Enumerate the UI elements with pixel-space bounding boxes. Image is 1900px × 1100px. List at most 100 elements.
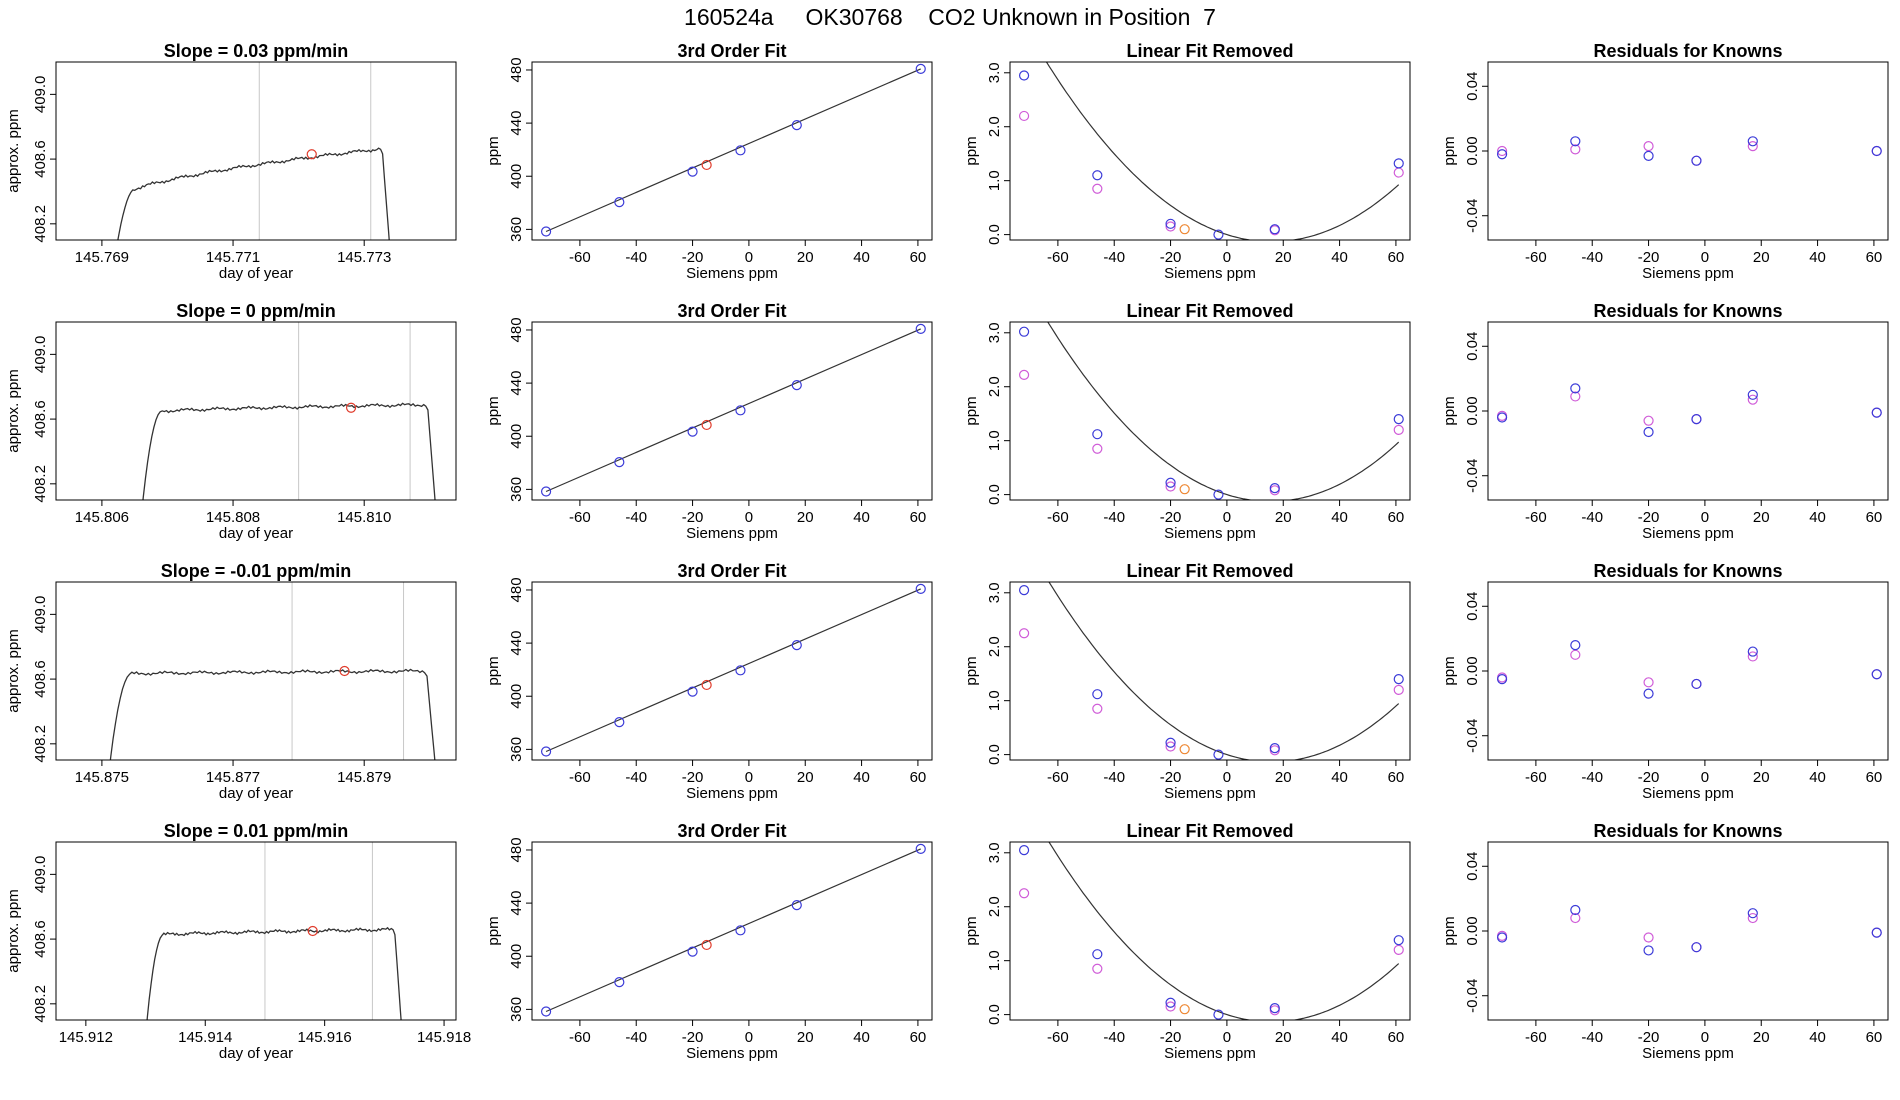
known-standard-point bbox=[1570, 640, 1581, 651]
known-standard-point bbox=[1747, 136, 1758, 147]
panel-title: Slope = 0.03 ppm/min bbox=[164, 41, 349, 61]
known-standard-point bbox=[1393, 158, 1404, 169]
plot-frame bbox=[1487, 841, 1889, 1021]
known-standard-point bbox=[1269, 1003, 1280, 1014]
x-tick-label: 0 bbox=[1701, 249, 1709, 266]
fit-line bbox=[545, 588, 921, 753]
y-tick-label: 0.00 bbox=[1464, 656, 1481, 685]
known-standard-point bbox=[1496, 412, 1508, 423]
y-tick-label: 0.04 bbox=[1464, 592, 1481, 621]
x-tick-label: -40 bbox=[1581, 1029, 1603, 1046]
fit-line bbox=[545, 68, 921, 233]
y-tick-label: 360 bbox=[508, 737, 525, 762]
known-standard-point bbox=[540, 226, 552, 237]
x-axis-label: Siemens ppm bbox=[1642, 1045, 1734, 1062]
x-tick-label: 145.806 bbox=[75, 509, 129, 526]
y-tick-label: 400 bbox=[508, 684, 525, 709]
plot-frame bbox=[55, 581, 457, 761]
plot-frame bbox=[1009, 321, 1411, 501]
y-axis-label: ppm bbox=[485, 396, 502, 425]
y-tick-label: 360 bbox=[508, 997, 525, 1022]
previous-standard-point bbox=[1570, 391, 1581, 402]
x-axis-label: Siemens ppm bbox=[1642, 525, 1734, 542]
y-tick-label: 0.0 bbox=[986, 224, 1003, 245]
known-standard-point bbox=[614, 197, 625, 208]
known-standard-point bbox=[1643, 426, 1654, 438]
x-tick-label: 145.808 bbox=[206, 509, 260, 526]
y-axis-label: ppm bbox=[1441, 656, 1458, 685]
x-tick-label: -60 bbox=[569, 769, 591, 786]
known-standard-point bbox=[1092, 429, 1103, 440]
unknown-sample-point bbox=[1179, 1004, 1190, 1015]
panel-r3-c1: Slope = -0.01 ppm/min 145.875 145.877 145.8… bbox=[5, 561, 457, 802]
previous-standard-point bbox=[1747, 912, 1758, 924]
plot-frame bbox=[1487, 581, 1889, 761]
x-tick-label: 145.875 bbox=[75, 769, 129, 786]
x-tick-label: -20 bbox=[1638, 249, 1660, 266]
x-axis-label: Siemens ppm bbox=[686, 1045, 778, 1062]
x-axis-label: Siemens ppm bbox=[1164, 525, 1256, 542]
x-tick-label: 0 bbox=[1701, 1029, 1709, 1046]
panel-r1-c4: Residuals for Knowns -60 -40 -20 0 20 40 60 -0.0… bbox=[1441, 41, 1889, 282]
plot-area bbox=[1018, 842, 1404, 1020]
plot-frame bbox=[1009, 581, 1411, 761]
x-tick-label: -40 bbox=[1103, 509, 1125, 526]
y-tick-label: 0.04 bbox=[1464, 852, 1481, 881]
concentration-trace bbox=[146, 926, 402, 1020]
x-tick-label: -60 bbox=[1047, 249, 1069, 266]
unknown-mean-point bbox=[345, 402, 357, 413]
y-tick-label: 408.6 bbox=[32, 920, 49, 958]
previous-standard-point bbox=[1269, 1005, 1280, 1016]
x-tick-label: 145.769 bbox=[75, 249, 129, 266]
y-tick-label: -0.04 bbox=[1464, 719, 1481, 753]
y-axis-label: ppm bbox=[485, 656, 502, 685]
y-axis-label: ppm bbox=[1441, 136, 1458, 165]
panel-r2-c4: Residuals for Knowns -60 -40 -20 0 20 40 60 -0.0… bbox=[1441, 301, 1889, 542]
y-tick-label: 1.0 bbox=[986, 430, 1003, 451]
y-tick-label: -0.04 bbox=[1464, 459, 1481, 493]
x-tick-label: 0 bbox=[745, 509, 753, 526]
x-tick-label: 40 bbox=[1331, 769, 1348, 786]
panel-title: Slope = 0.01 ppm/min bbox=[164, 821, 349, 841]
plot-frame bbox=[531, 581, 933, 761]
x-axis-label: Siemens ppm bbox=[686, 785, 778, 802]
x-tick-label: 20 bbox=[797, 1029, 814, 1046]
y-axis-label: ppm bbox=[963, 916, 980, 945]
y-axis-label: approx. ppm bbox=[5, 369, 22, 452]
panel-title: Slope = 0 ppm/min bbox=[176, 301, 336, 321]
x-tick-label: -60 bbox=[1047, 769, 1069, 786]
known-standard-point bbox=[1871, 669, 1882, 680]
known-standard-point bbox=[1496, 149, 1508, 160]
panel-r2-c1: Slope = 0 ppm/min 145.806 145.808 145.810 40… bbox=[5, 301, 457, 542]
x-axis-label: Siemens ppm bbox=[1164, 785, 1256, 802]
panel-r2-c2: 3rd Order Fit -60 -40 -20 0 20 40 60 360 400 440 48… bbox=[485, 301, 933, 542]
previous-standard-point bbox=[1393, 424, 1404, 435]
known-standard-point bbox=[1570, 136, 1581, 147]
known-standard-point bbox=[1393, 673, 1404, 685]
known-standard-point bbox=[1213, 489, 1224, 500]
x-tick-label: -60 bbox=[1525, 769, 1547, 786]
x-tick-label: 60 bbox=[910, 769, 927, 786]
x-tick-label: 60 bbox=[1388, 509, 1405, 526]
x-tick-label: -60 bbox=[569, 509, 591, 526]
concentration-trace bbox=[117, 147, 390, 240]
known-standard-point bbox=[614, 457, 625, 468]
x-tick-label: 60 bbox=[910, 509, 927, 526]
previous-standard-point bbox=[1643, 415, 1654, 426]
panel-r3-c4: Residuals for Knowns -60 -40 -20 0 20 40 60 -0.0… bbox=[1441, 561, 1889, 802]
previous-standard-point bbox=[1570, 649, 1581, 660]
known-standard-point bbox=[687, 426, 698, 437]
panel-title: Residuals for Knowns bbox=[1593, 41, 1782, 61]
panel-title: 3rd Order Fit bbox=[677, 561, 786, 581]
y-tick-label: 480 bbox=[508, 837, 525, 862]
known-standard-point bbox=[1871, 145, 1882, 157]
x-axis-label: Siemens ppm bbox=[1164, 265, 1256, 282]
plot-frame bbox=[55, 61, 457, 241]
x-tick-label: 60 bbox=[1866, 249, 1883, 266]
previous-standard-point bbox=[1018, 369, 1030, 380]
known-standard-point bbox=[1496, 673, 1508, 685]
page-title: 160524a OK30768 CO2 Unknown in Position … bbox=[684, 4, 1216, 30]
y-tick-label: 408.6 bbox=[32, 660, 49, 698]
x-tick-label: 145.877 bbox=[206, 769, 260, 786]
